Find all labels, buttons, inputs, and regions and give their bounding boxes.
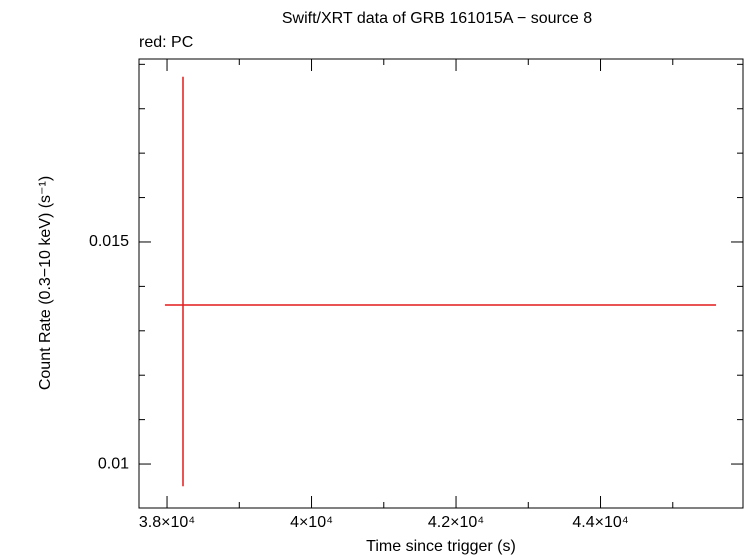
plot-frame	[138, 58, 744, 509]
x-axis-label: Time since trigger (s)	[366, 538, 516, 555]
x-tick-label: 4.2×10⁴	[428, 514, 484, 531]
y-tick-label: 0.015	[89, 233, 129, 250]
chart-subtitle: red: PC	[139, 34, 193, 51]
chart-title: Swift/XRT data of GRB 161015A − source 8	[282, 10, 592, 27]
y-tick-label: 0.01	[98, 455, 129, 472]
x-tick-label: 3.8×10⁴	[139, 514, 195, 531]
x-tick-label: 4×10⁴	[290, 514, 333, 531]
y-axis-label: Count Rate (0.3−10 keV) (s⁻¹)	[37, 176, 54, 390]
x-tick-label: 4.4×10⁴	[572, 514, 628, 531]
